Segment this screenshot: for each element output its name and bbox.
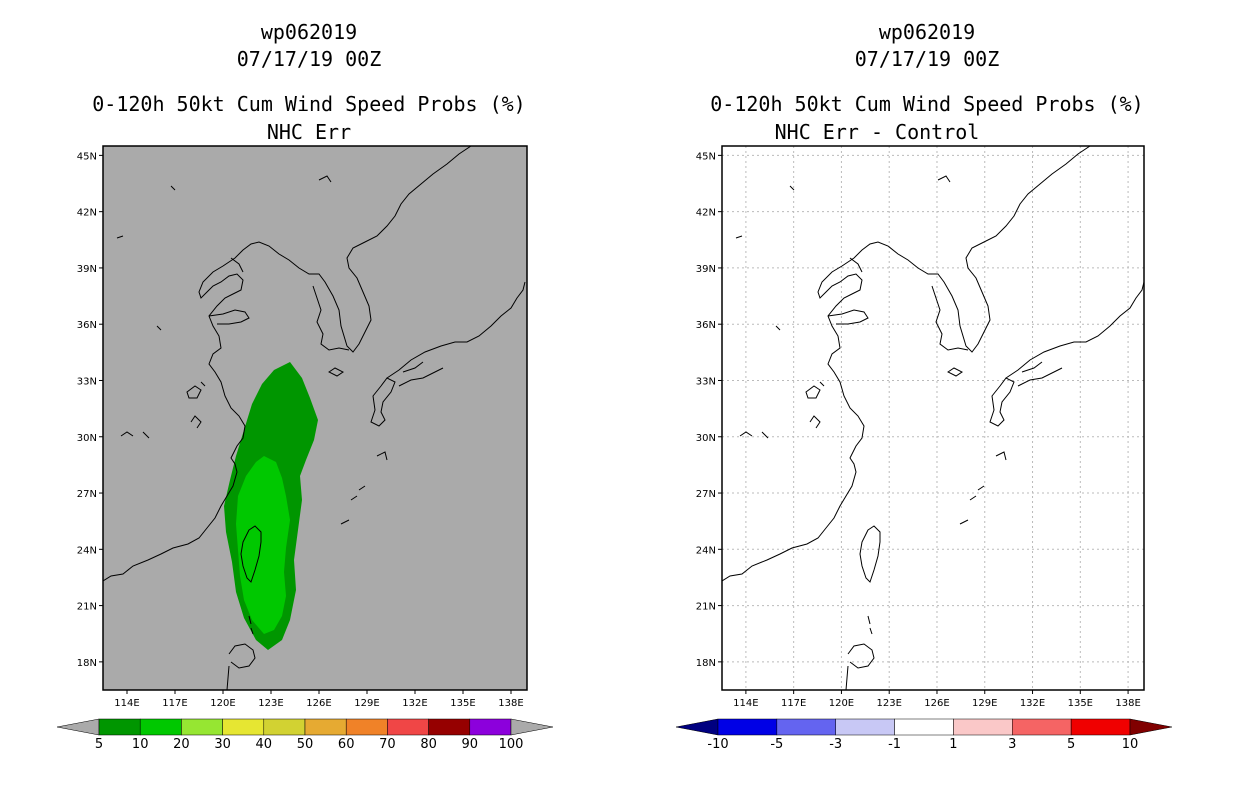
x-tick-label: 117E (781, 698, 806, 709)
y-tick-label: 36N (696, 320, 716, 331)
y-tick-label: 36N (77, 320, 97, 331)
colorbar-label: -5 (770, 737, 783, 752)
y-tick-label: 18N (77, 658, 97, 669)
colorbar-end-high (510, 718, 554, 736)
colorbar-label: 1 (949, 737, 957, 752)
y-tick-label: 33N (696, 376, 716, 387)
left-storm-id: wp062019 (260, 20, 358, 44)
y-tick-label: 18N (696, 658, 716, 669)
y-tick-label: 27N (77, 489, 97, 500)
x-tick-label: 126E (924, 698, 949, 709)
colorbar-segment (181, 718, 223, 736)
colorbar-segment (98, 718, 141, 736)
colorbar-label: 60 (338, 737, 355, 752)
y-tick-label: 21N (696, 602, 716, 613)
y-tick-label: 21N (77, 602, 97, 613)
left-datetime: 07/17/19 00Z (236, 47, 382, 71)
x-tick-label: 114E (114, 698, 139, 709)
y-tick-label: 24N (696, 545, 716, 556)
colorbar-end-low (56, 718, 100, 736)
colorbar-label: 40 (256, 737, 273, 752)
x-tick-label: 126E (306, 698, 331, 709)
right-map-background (722, 146, 1144, 690)
x-tick-label: 114E (733, 698, 758, 709)
colorbar-segment (263, 718, 306, 736)
colorbar-segment (717, 718, 778, 736)
colorbar-end-low (675, 718, 719, 736)
y-tick-label: 39N (696, 264, 716, 275)
right-map-frame (721, 145, 1145, 691)
colorbar-segment (894, 718, 954, 736)
x-tick-label: 135E (450, 698, 475, 709)
colorbar-label: 20 (173, 737, 190, 752)
x-tick-label: 123E (877, 698, 902, 709)
y-tick-label: 45N (77, 151, 97, 162)
x-tick-label: 135E (1068, 698, 1093, 709)
y-tick-label: 33N (77, 376, 97, 387)
x-tick-label: 117E (162, 698, 187, 709)
colorbar-label: 30 (214, 737, 231, 752)
left-map-frame (102, 145, 528, 691)
right-map-panel: 114E 117E 120E 123E 126E 129E 132E 135E 138E 18N 2… (696, 145, 1145, 709)
left-chart-title: 0-120h 50kt Cum Wind Speed Probs (%) (92, 92, 526, 116)
colorbar-label: 10 (1122, 737, 1139, 752)
x-tick-label: 138E (1115, 698, 1140, 709)
left-axes: 114E 117E 120E 123E 126E 129E 132E 135E 138E 18N 2… (77, 151, 524, 709)
colorbar-segment (469, 718, 512, 736)
left-colorbar: 5 10 20 30 40 50 60 70 80 90 100 (56, 718, 554, 752)
right-storm-id: wp062019 (878, 20, 976, 44)
y-tick-label: 30N (696, 433, 716, 444)
y-tick-label: 42N (77, 208, 97, 219)
right-chart-title: 0-120h 50kt Cum Wind Speed Probs (%) (710, 92, 1144, 116)
y-tick-label: 45N (696, 151, 716, 162)
colorbar-label: -1 (888, 737, 901, 752)
colorbar-label: 5 (95, 737, 103, 752)
colorbar-label: 70 (379, 737, 396, 752)
colorbar-segment (953, 718, 1013, 736)
colorbar-label: 3 (1008, 737, 1016, 752)
colorbar-label: 10 (132, 737, 149, 752)
colorbar-label: 50 (297, 737, 314, 752)
colorbar-segment (428, 718, 471, 736)
colorbar-segment (1012, 718, 1072, 736)
y-tick-label: 30N (77, 433, 97, 444)
colorbar-label: 5 (1067, 737, 1075, 752)
y-tick-label: 39N (77, 264, 97, 275)
colorbar-end-high (1129, 718, 1173, 736)
prob-contour-10-20 (236, 456, 290, 634)
x-tick-label: 123E (258, 698, 283, 709)
colorbar-segment (387, 718, 429, 736)
y-tick-label: 27N (696, 489, 716, 500)
right-gridlines (722, 146, 1144, 690)
colorbar-label: -3 (829, 737, 842, 752)
right-colorbar: -10 -5 -3 -1 1 3 5 10 (675, 718, 1173, 752)
colorbar-segment (304, 718, 347, 736)
x-tick-label: 129E (354, 698, 379, 709)
left-map-panel: 114E 117E 120E 123E 126E 129E 132E 135E 138E 18N 2… (77, 145, 528, 709)
colorbar-label: 80 (420, 737, 437, 752)
colorbar-segment (345, 718, 388, 736)
y-tick-label: 24N (77, 545, 97, 556)
right-axes: 114E 117E 120E 123E 126E 129E 132E 135E 138E 18N 2… (696, 151, 1141, 709)
left-chart-subtitle: NHC Err (266, 120, 352, 144)
right-chart-subtitle: NHC Err - Control (774, 120, 980, 144)
colorbar-segment (222, 718, 265, 736)
x-tick-label: 129E (972, 698, 997, 709)
y-tick-label: 42N (696, 208, 716, 219)
right-datetime: 07/17/19 00Z (854, 47, 1000, 71)
x-tick-label: 132E (1020, 698, 1045, 709)
colorbar-label: 90 (462, 737, 479, 752)
colorbar-label: 100 (499, 737, 524, 752)
x-tick-label: 132E (402, 698, 427, 709)
x-tick-label: 120E (829, 698, 854, 709)
x-tick-label: 138E (498, 698, 523, 709)
colorbar-segment (1070, 718, 1131, 736)
colorbar-segment (776, 718, 836, 736)
x-tick-label: 120E (210, 698, 235, 709)
colorbar-segment (139, 718, 182, 736)
colorbar-label: -10 (707, 737, 728, 752)
colorbar-segment (835, 718, 895, 736)
